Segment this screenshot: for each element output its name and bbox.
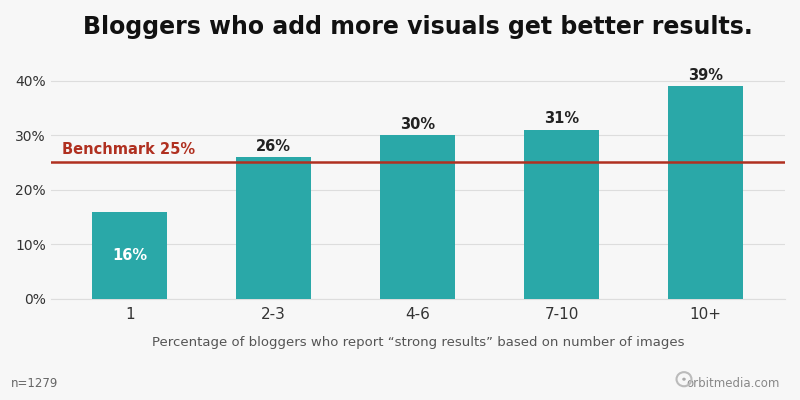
Text: 26%: 26% (256, 139, 291, 154)
Text: Benchmark 25%: Benchmark 25% (62, 142, 195, 157)
Text: 16%: 16% (112, 248, 147, 263)
Text: 31%: 31% (544, 112, 579, 126)
Bar (92, 212, 167, 299)
Bar (380, 135, 455, 299)
Bar (524, 130, 599, 299)
Bar (236, 157, 311, 299)
Bar (668, 86, 743, 299)
Text: 30%: 30% (400, 117, 435, 132)
Text: orbitmedia.com: orbitmedia.com (686, 377, 780, 390)
Title: Bloggers who add more visuals get better results.: Bloggers who add more visuals get better… (83, 15, 753, 39)
Text: 39%: 39% (688, 68, 723, 83)
Text: n=1279: n=1279 (10, 377, 58, 390)
X-axis label: Percentage of bloggers who report “strong results” based on number of images: Percentage of bloggers who report “stron… (151, 336, 684, 349)
